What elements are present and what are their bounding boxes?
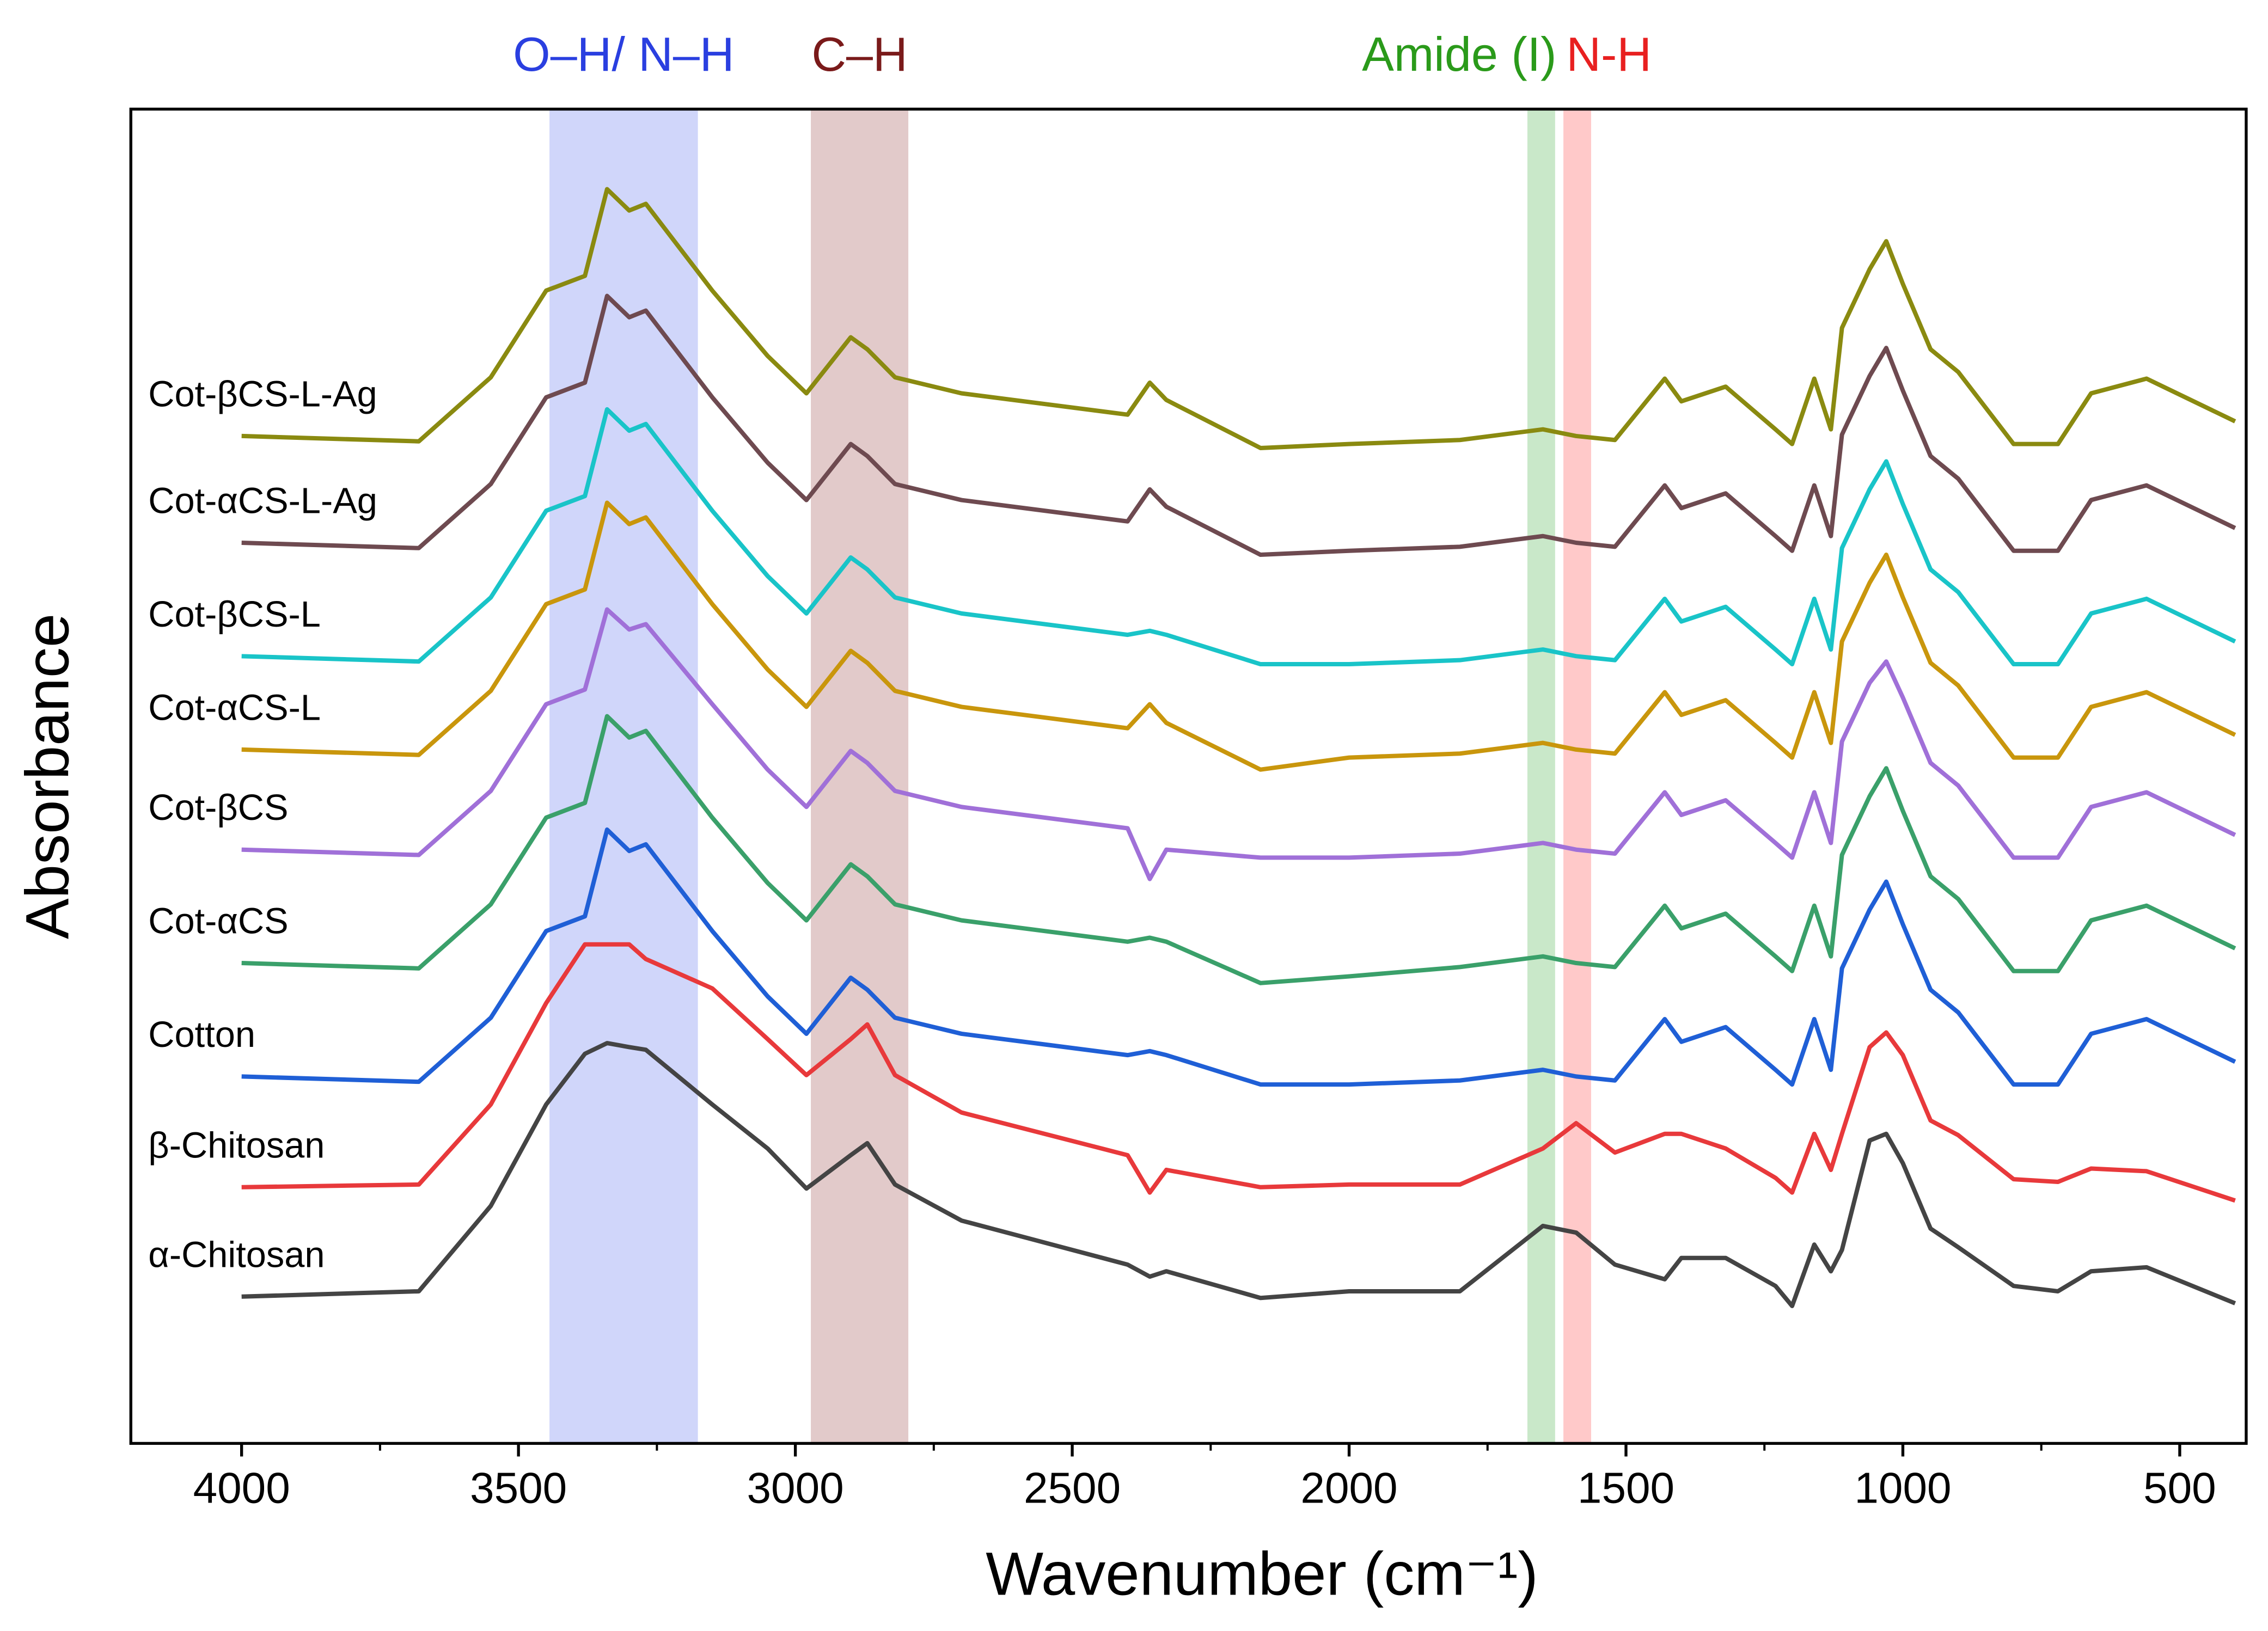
spectrum-line [241,187,2236,450]
plot-frame [129,107,2248,1445]
highlight-band [1527,109,1555,1444]
x-tick-label: 2000 [1300,1463,1397,1512]
x-tick-label: 3000 [747,1463,844,1512]
x-tick-label: 2500 [1024,1463,1121,1512]
band-label: N-H [1566,27,1652,81]
spectrum-line [241,407,2236,667]
x-tick-label: 4000 [193,1463,290,1512]
series-label: Cotton [148,1015,255,1055]
y-axis-label: Absorbance [13,614,82,939]
spectrum-line [241,827,2236,1087]
spectrum-line [241,293,2236,557]
highlight-band [549,109,698,1444]
x-tick-label: 1000 [1854,1463,1951,1512]
band-label: O–H/ N–H [513,27,734,81]
band-label: C–H [811,27,907,81]
spectrum-line [241,714,2236,985]
x-tick-label: 1500 [1578,1463,1674,1512]
series-label: Cot-αCS [148,902,288,942]
x-tick-label: 500 [2143,1463,2216,1512]
series-label: Cot-αCS-L [148,688,321,728]
series-label: Cot-βCS [148,788,288,828]
x-tick-label: 3500 [470,1463,567,1512]
series-label: Cot-αCS-L-Ag [148,481,377,522]
series-label: Cot-βCS-L-Ag [148,374,377,414]
spectrum-line [241,607,2236,881]
spectrum-line [241,1041,2236,1308]
x-axis-label: Wavenumber (cm⁻¹) [986,1539,1538,1608]
spectrum-line [241,942,2236,1203]
highlight-band [1563,109,1591,1444]
series-label: β-Chitosan [148,1125,325,1166]
series-label: Cot-βCS-L [148,594,320,635]
spectrum-line [241,500,2236,772]
highlight-band [811,109,909,1444]
band-label: Amide (I) [1362,27,1556,81]
series-label: α-Chitosan [148,1235,325,1275]
